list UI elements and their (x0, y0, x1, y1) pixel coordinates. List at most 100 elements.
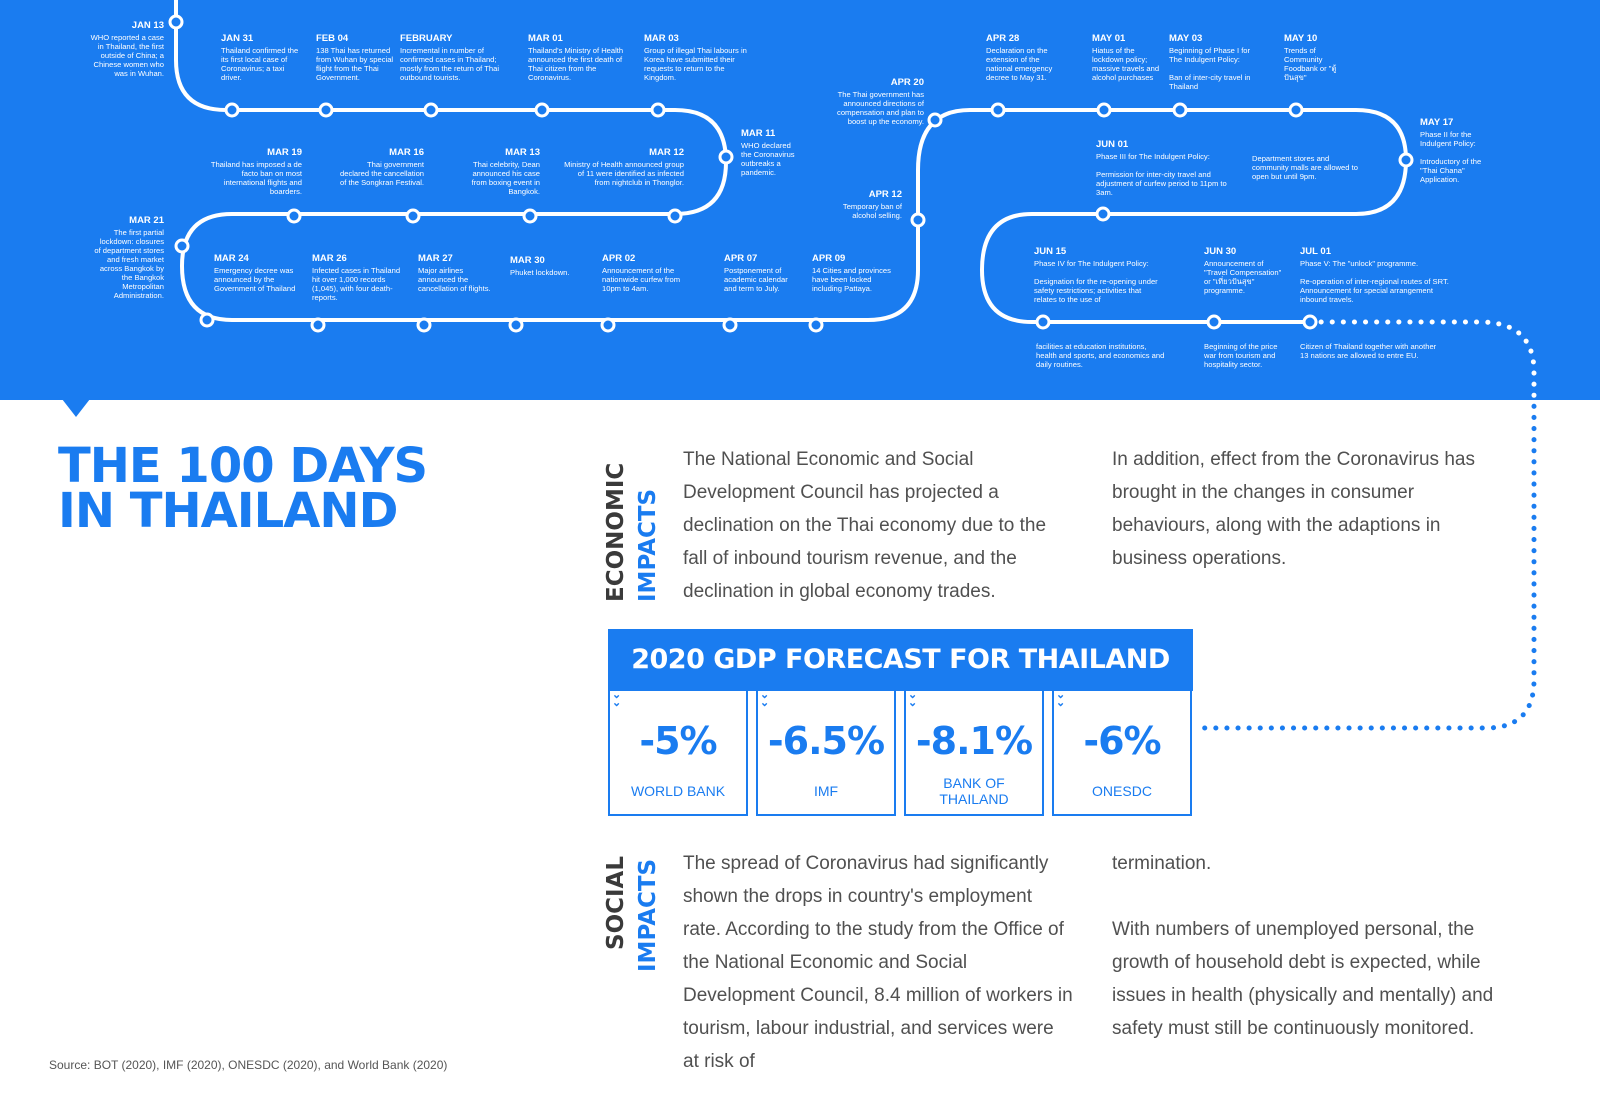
node-jan31 (224, 102, 240, 118)
event-date: MAY 10 (1284, 33, 1318, 44)
event-jul01-below: Citizen of Thailand together with anothe… (1300, 342, 1437, 360)
title-line-2: IN THAILAND (58, 483, 398, 539)
gdp-value: -8.1% (915, 719, 1033, 763)
event-text: Phase II for the Indulgent Policy: (1420, 130, 1476, 148)
event-text-2: Permission for inter-city travel and adj… (1096, 170, 1227, 197)
event-jul01: JUL 01 Phase V: The "unlock" programme. … (1300, 246, 1456, 304)
event-date: APR 28 (986, 33, 1020, 44)
node-mar11 (718, 149, 734, 165)
event-text-2: Designation for the re-opening under saf… (1034, 277, 1158, 304)
event-date: JUN 01 (1096, 139, 1129, 150)
gdp-source: WORLD BANK (630, 783, 726, 799)
event-date: APR 09 (812, 253, 846, 264)
event-jun01: JUN 01 Phase III for The Indulgent Polic… (1096, 139, 1236, 197)
event-mar12: MAR 12 Ministry of Health announced grou… (562, 147, 684, 187)
event-text: Temporary ban of alcohol selling. (842, 202, 902, 220)
event-jun01-side: Department stores and community malls ar… (1252, 154, 1358, 181)
timeline-dotted-connector-top (1307, 319, 1537, 403)
heading-line-1: SOCIAL (603, 855, 629, 950)
economic-paragraph-1: The National Economic and Social Develop… (683, 449, 1047, 602)
gdp-card-world-bank: ⌄ ⌄ -5% WORLD BANK (608, 689, 748, 816)
banner-pointer (62, 399, 90, 417)
event-mar27: MAR 27 Major airlines announced the canc… (418, 253, 498, 293)
event-jun15-below: facilities at education institutions, he… (1036, 342, 1165, 369)
event-date: MAR 24 (214, 253, 249, 264)
node-jun15 (1035, 314, 1051, 330)
event-date: MAY 03 (1169, 33, 1203, 44)
timeline-path-left (174, 0, 1409, 324)
gdp-value: -6% (1083, 719, 1161, 763)
node-mar19 (286, 208, 302, 224)
event-jan31: JAN 31 Thailand confirmed the its first … (221, 33, 301, 82)
event-date: MAR 01 (528, 33, 563, 44)
source-note: Source: BOT (2020), IMF (2020), ONESDC (… (49, 1058, 448, 1072)
node-may01 (1096, 102, 1112, 118)
event-apr20: APR 20 The Thai government has announced… (832, 77, 924, 126)
event-text: Thailand has imposed a de facto ban on m… (210, 160, 302, 196)
gdp-forecast-title: 2020 GDP FORECAST FOR THAILAND (608, 629, 1193, 691)
gdp-forecast-panel: 2020 GDP FORECAST FOR THAILAND ⌄ ⌄ -5% WO… (608, 629, 1193, 816)
event-date: JUN 15 (1034, 246, 1067, 257)
event-may10: MAY 10 Trends of Community Foodbank or "… (1284, 33, 1344, 82)
event-text: Major airlines announced the cancellatio… (418, 266, 491, 293)
event-apr12: APR 12 Temporary ban of alcohol selling. (818, 189, 902, 220)
gdp-source: BANK OF THAILAND (939, 775, 1009, 807)
gdp-card-onesdc: ⌄ ⌄ -6% ONESDC (1052, 689, 1192, 816)
event-apr28: APR 28 Declaration on the extension of t… (986, 33, 1066, 82)
gdp-card-imf: ⌄ ⌄ -6.5% IMF (756, 689, 896, 816)
event-mar13: MAR 13 Thai celebrity, Dean announced hi… (456, 147, 540, 196)
node-apr09 (808, 317, 824, 333)
gdp-source: ONESDC (1092, 783, 1152, 799)
event-text-2: Introductory of the "Thai Chana" Applica… (1420, 157, 1482, 184)
event-text: Phase IV for The Indulgent Policy: (1034, 259, 1149, 268)
node-mar03 (650, 102, 666, 118)
chevron-down-double-icon: ⌄ ⌄ (908, 689, 918, 709)
event-date: APR 07 (724, 253, 758, 264)
title-line-1: THE 100 DAYS (58, 438, 428, 494)
event-text: Thai celebrity, Dean announced his case … (471, 160, 540, 196)
chevron-down-double-icon: ⌄ ⌄ (1056, 689, 1066, 709)
event-may03: MAY 03 Beginning of Phase I for The Indu… (1169, 33, 1265, 91)
event-mar01: MAR 01 Thailand's Ministry of Health ann… (528, 33, 628, 82)
event-text: Beginning of Phase I for The Indulgent P… (1169, 46, 1251, 64)
event-february: FEBRUARY Incremental in number of confir… (400, 33, 508, 82)
event-text: Declaration on the extension of the nati… (986, 46, 1053, 82)
event-text: The Thai government has announced direct… (837, 90, 924, 126)
event-text: The first partial lockdown: closures of … (94, 228, 164, 300)
event-may01: MAY 01 Hiatus of the lockdown policy; ma… (1092, 33, 1164, 82)
node-mar26 (310, 317, 326, 333)
event-date: APR 20 (890, 77, 924, 88)
gdp-source: IMF (813, 783, 839, 799)
social-paragraph-3: With numbers of unemployed personal, the… (1112, 919, 1494, 1039)
node-may10 (1288, 102, 1304, 118)
event-feb04: FEB 04 138 Thai has returned from Wuhan … (316, 33, 394, 82)
event-may17: MAY 17 Phase II for the Indulgent Policy… (1420, 117, 1496, 184)
node-may17 (1398, 152, 1414, 168)
event-text: Announcement of the nationwide curfew fr… (602, 266, 681, 293)
event-date: JAN 31 (221, 33, 254, 44)
event-date: APR 12 (868, 189, 902, 200)
economic-paragraph-2: In addition, effect from the Coronavirus… (1112, 449, 1475, 569)
node-apr02 (600, 317, 616, 333)
node-mar30 (508, 317, 524, 333)
event-text: Thailand confirmed the its first local c… (221, 46, 299, 82)
event-date: MAR 16 (389, 147, 424, 158)
event-text: 14 Cities and provinces have been locked… (812, 266, 891, 293)
node-mar21 (174, 238, 190, 254)
event-text: Incremental in number of confirmed cases… (400, 46, 500, 82)
node-apr12 (910, 212, 926, 228)
node-jan13 (168, 14, 184, 30)
event-text: Emergency decree was announced by the Go… (214, 266, 296, 293)
node-mar16 (405, 208, 421, 224)
node-february (423, 102, 439, 118)
event-text: Thailand's Ministry of Health announced … (528, 46, 624, 82)
event-apr07: APR 07 Postponement of academic calendar… (724, 253, 800, 293)
node-mar12 (667, 208, 683, 224)
chevron-down-double-icon: ⌄ ⌄ (612, 689, 622, 709)
heading-line-2: IMPACTS (635, 488, 661, 602)
node-jun01 (1095, 206, 1111, 222)
event-text: Ministry of Health announced group of 11… (564, 160, 684, 187)
event-date: JUL 01 (1300, 246, 1331, 257)
node-apr07 (722, 317, 738, 333)
event-date: MAR 27 (418, 253, 453, 264)
